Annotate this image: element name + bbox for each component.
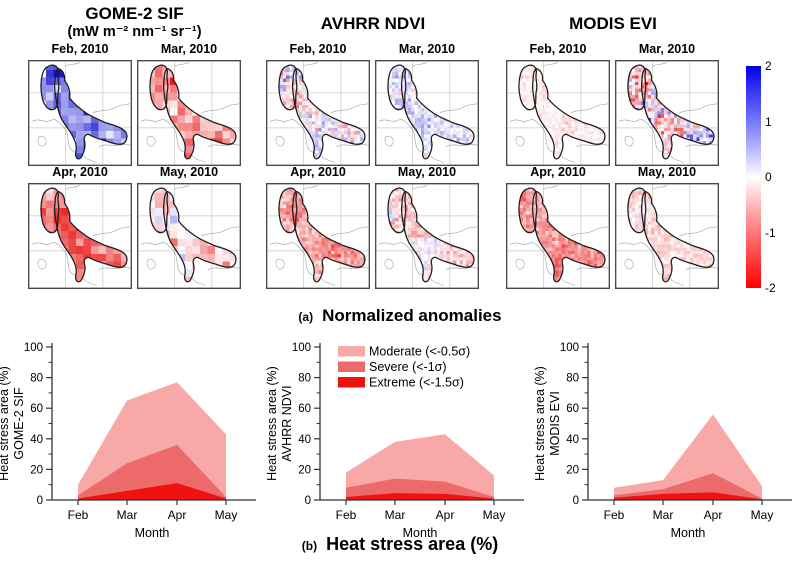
y-tick-label: 40 bbox=[566, 434, 579, 446]
group-title-text: GOME-2 SIF bbox=[85, 4, 184, 23]
y-tick-label: 60 bbox=[566, 403, 579, 415]
y-tick-label: 20 bbox=[298, 464, 311, 476]
x-axis-title: Month bbox=[671, 526, 706, 540]
map-panel-modis-apr bbox=[506, 183, 610, 289]
map-panel-label-modis-apr: Apr, 2010 bbox=[530, 165, 586, 179]
y-tick-label: 100 bbox=[292, 342, 311, 354]
map-panel-gome2-apr bbox=[28, 183, 132, 289]
area-series-2-gome-2-sif bbox=[78, 483, 226, 500]
map-panel-label-modis-may: May, 2010 bbox=[637, 165, 697, 179]
map-panel-label-gome2-feb: Feb, 2010 bbox=[51, 42, 109, 56]
y-axis-title-line2: AVHRR NDVI bbox=[280, 385, 294, 461]
y-tick-label: 20 bbox=[566, 464, 579, 476]
map-panel-label-avhrr-may: May, 2010 bbox=[397, 165, 457, 179]
x-axis-title: Month bbox=[403, 526, 438, 540]
map-panel-gome2-feb bbox=[28, 60, 132, 166]
y-tick-label: 100 bbox=[560, 342, 579, 354]
legend-swatch-2 bbox=[338, 377, 365, 388]
map-group-title-gome2: GOME-2 SIF (mW m⁻² nm⁻¹ sr⁻¹) bbox=[28, 4, 241, 40]
group-title-text: MODIS EVI bbox=[569, 14, 657, 33]
x-tick-label-may: May bbox=[483, 508, 506, 522]
x-tick-label-may: May bbox=[751, 508, 774, 522]
caption-b: (b) Heat stress area (%) bbox=[0, 534, 800, 555]
legend-label-2: Extreme (<-1.5σ) bbox=[369, 376, 464, 390]
y-tick-label: 0 bbox=[305, 495, 311, 507]
colorbar-tick--2: -2 bbox=[765, 281, 776, 295]
caption-b-title: Heat stress area (%) bbox=[326, 534, 499, 554]
x-tick-label-mar: Mar bbox=[385, 508, 406, 522]
map-panel-label-gome2-apr: Apr, 2010 bbox=[52, 165, 108, 179]
map-panel-avhrr-feb bbox=[266, 60, 370, 166]
map-panel-avhrr-mar bbox=[375, 60, 479, 166]
chart-modis-evi: 0 20 40 60 80 100 Feb Mar Apr May Month Heat stress… bbox=[533, 342, 792, 540]
x-tick-label-apr: Apr bbox=[168, 508, 187, 522]
legend-label-0: Moderate (<-0.5σ) bbox=[369, 345, 470, 359]
map-group-title-modis: MODIS EVI bbox=[506, 14, 720, 34]
group-subtitle-text: (mW m⁻² nm⁻¹ sr⁻¹) bbox=[67, 23, 202, 40]
y-axis-title-line1: Heat stress area (%) bbox=[0, 366, 11, 481]
map-panel-avhrr-apr bbox=[266, 183, 370, 289]
y-tick-label: 0 bbox=[573, 495, 579, 507]
map-panel-gome2-may bbox=[137, 183, 241, 289]
y-tick-label: 0 bbox=[37, 495, 43, 507]
area-series-1-gome-2-sif bbox=[78, 444, 226, 500]
group-title-text: AVHRR NDVI bbox=[320, 14, 426, 33]
colorbar-tick-1: 1 bbox=[765, 114, 772, 129]
map-panel-avhrr-may bbox=[375, 183, 479, 289]
anomaly-colorbar bbox=[746, 66, 761, 288]
y-tick-label: 40 bbox=[298, 434, 311, 446]
y-axis-title-line2: MODIS EVI bbox=[548, 391, 562, 456]
area-series-1-modis-evi bbox=[614, 473, 762, 500]
chart-gome-2-sif: 0 20 40 60 80 100 Feb Mar Apr May Month Heat stress… bbox=[0, 342, 256, 540]
y-tick-label: 60 bbox=[30, 403, 43, 415]
caption-a: (a) Normalized anomalies bbox=[0, 306, 800, 326]
x-axis-title: Month bbox=[135, 526, 170, 540]
y-tick-label: 20 bbox=[30, 464, 43, 476]
map-panel-label-avhrr-feb: Feb, 2010 bbox=[289, 42, 347, 56]
caption-b-label: (b) bbox=[301, 539, 318, 553]
area-series-2-modis-evi bbox=[614, 492, 762, 500]
x-tick-label-feb: Feb bbox=[68, 508, 89, 522]
map-panel-modis-feb bbox=[506, 60, 610, 166]
chart-avhrr-ndvi: 0 20 40 60 80 100 Feb Mar Apr May Month Heat stress… bbox=[265, 342, 524, 540]
map-panel-label-modis-mar: Mar, 2010 bbox=[638, 42, 696, 56]
map-panel-label-avhrr-apr: Apr, 2010 bbox=[290, 165, 346, 179]
map-panel-label-modis-feb: Feb, 2010 bbox=[529, 42, 587, 56]
x-tick-label-mar: Mar bbox=[117, 508, 138, 522]
caption-a-title: Normalized anomalies bbox=[322, 306, 502, 325]
x-tick-label-apr: Apr bbox=[436, 508, 455, 522]
y-tick-label: 80 bbox=[298, 373, 311, 385]
x-tick-label-may: May bbox=[215, 508, 238, 522]
legend-swatch-0 bbox=[338, 346, 365, 357]
map-panel-modis-may bbox=[615, 183, 719, 289]
legend-swatch-1 bbox=[338, 361, 365, 372]
y-tick-label: 100 bbox=[24, 342, 43, 354]
area-series-2-avhrr-ndvi bbox=[346, 493, 494, 500]
y-axis-title-line2: GOME-2 SIF bbox=[12, 387, 26, 460]
map-panel-label-gome2-may: May, 2010 bbox=[159, 165, 219, 179]
map-panel-label-avhrr-mar: Mar, 2010 bbox=[398, 42, 456, 56]
y-tick-label: 80 bbox=[30, 373, 43, 385]
map-panel-gome2-mar bbox=[137, 60, 241, 166]
map-group-title-avhrr: AVHRR NDVI bbox=[266, 14, 480, 34]
y-tick-label: 80 bbox=[566, 373, 579, 385]
colorbar-tick--1: -1 bbox=[765, 225, 776, 240]
colorbar-tick-0: 0 bbox=[765, 170, 772, 184]
colorbar-tick-2: 2 bbox=[765, 59, 772, 73]
x-tick-label-feb: Feb bbox=[604, 508, 625, 522]
map-panel-modis-mar bbox=[615, 60, 719, 166]
area-series-0-modis-evi bbox=[614, 414, 762, 500]
x-tick-label-apr: Apr bbox=[704, 508, 723, 522]
y-axis-title-line1: Heat stress area (%) bbox=[265, 366, 279, 481]
y-axis-title-line1: Heat stress area (%) bbox=[533, 366, 547, 481]
x-tick-label-mar: Mar bbox=[653, 508, 674, 522]
y-tick-label: 40 bbox=[30, 434, 43, 446]
caption-a-label: (a) bbox=[298, 310, 314, 324]
map-panel-label-gome2-mar: Mar, 2010 bbox=[160, 42, 218, 56]
x-tick-label-feb: Feb bbox=[336, 508, 357, 522]
y-tick-label: 60 bbox=[298, 403, 311, 415]
legend-label-1: Severe (<-1σ) bbox=[369, 360, 447, 374]
